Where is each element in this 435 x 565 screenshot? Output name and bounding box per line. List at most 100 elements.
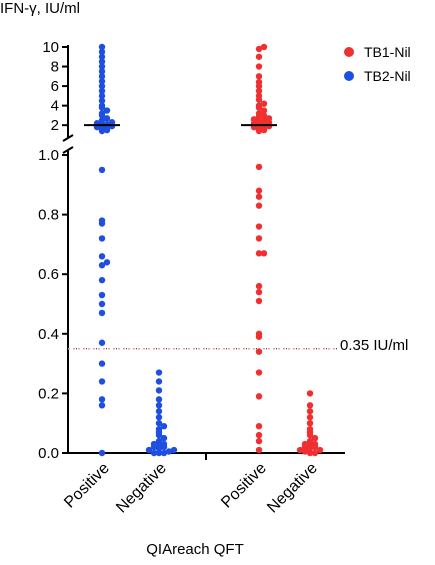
data-point-tb2 (155, 414, 163, 421)
y-tick-label-upper: 4 (51, 98, 59, 115)
data-point-tb1 (255, 330, 263, 337)
data-point-tb2 (160, 449, 168, 457)
y-tick-label-upper: 8 (51, 59, 59, 76)
data-point-tb1 (255, 78, 263, 86)
data-point-tb1 (306, 408, 314, 415)
data-point-tb1 (260, 100, 268, 107)
data-point-tb1 (260, 43, 268, 51)
data-point-tb1 (255, 288, 263, 296)
data-point-tb1 (265, 115, 273, 122)
data-point-tb1 (260, 250, 268, 257)
data-point-tb1 (306, 402, 314, 409)
data-point-tb1 (255, 92, 263, 100)
x-tick-label-negative: Negative (264, 460, 321, 517)
data-point-tb2 (150, 440, 158, 448)
data-point-tb2 (98, 97, 106, 104)
data-point-tb2 (98, 253, 106, 260)
data-point-tb2 (160, 434, 168, 442)
legend-marker-tb2 (344, 71, 354, 81)
data-point-tb2 (98, 300, 106, 308)
data-point-tb2 (155, 369, 163, 376)
data-point-tb2 (98, 92, 106, 100)
data-point-tb1 (255, 45, 263, 53)
data-point-tb2 (98, 360, 106, 367)
data-point-tb1 (255, 118, 263, 125)
threshold-label: 0.35 IU/ml (340, 337, 409, 354)
data-point-tb2 (98, 396, 106, 403)
data-point-tb2 (155, 437, 163, 445)
legend-item-tb2: TB2-Nil (344, 64, 411, 88)
x-tick-label-positive: Positive (218, 460, 270, 512)
data-point-tb1 (255, 223, 263, 230)
data-point-tb2 (98, 82, 106, 90)
data-point-tb1 (260, 117, 268, 124)
data-point-tb2 (160, 422, 168, 430)
y-axis-label: IFN-γ, IU/ml (0, 0, 80, 17)
data-point-tb1 (255, 437, 263, 445)
y-tick-label-lower: 1.0 (38, 147, 59, 164)
data-point-tb2 (160, 440, 168, 448)
data-point-tb2 (155, 449, 163, 457)
data-point-tb2 (165, 448, 173, 455)
data-point-tb1 (255, 53, 263, 60)
data-point-tb1 (306, 420, 314, 427)
data-point-tb2 (155, 408, 163, 415)
y-tick-label-lower: 0.4 (38, 326, 59, 343)
data-point-tb1 (250, 116, 258, 123)
data-point-tb2 (98, 276, 106, 284)
data-point-tb2 (98, 309, 106, 317)
data-point-tb1 (296, 446, 304, 454)
data-point-tb1 (255, 282, 263, 290)
data-point-tb1 (255, 422, 263, 430)
data-point-tb2 (103, 107, 111, 114)
data-point-tb2 (98, 63, 106, 70)
data-point-tb1 (301, 440, 309, 448)
data-point-tb2 (98, 402, 106, 409)
data-point-tb1 (255, 235, 263, 242)
data-point-tb2 (150, 449, 158, 457)
y-tick-label-upper: 6 (51, 78, 59, 95)
data-point-tb2 (155, 402, 163, 409)
data-point-tb2 (98, 43, 106, 51)
data-point-tb1 (255, 393, 263, 400)
data-point-tb2 (98, 217, 106, 224)
data-point-tb1 (306, 442, 314, 449)
x-tick-label-negative: Negative (113, 460, 170, 517)
data-point-tb2 (155, 420, 163, 427)
data-point-tb1 (311, 434, 319, 442)
y-tick-label-upper: 2 (51, 117, 59, 134)
data-point-tb1 (255, 431, 263, 439)
data-point-tb2 (98, 262, 106, 269)
data-point-tb2 (155, 396, 163, 403)
data-point-tb1 (260, 107, 268, 114)
legend-label-tb2: TB2-Nil (364, 68, 411, 84)
data-point-tb2 (98, 378, 106, 385)
data-point-tb1 (306, 437, 314, 445)
data-point-tb2 (103, 259, 111, 266)
data-point-tb2 (98, 68, 106, 75)
data-point-tb2 (98, 339, 106, 346)
x-axis-title: QIAreach QFT (146, 541, 244, 558)
data-point-tb1 (311, 449, 319, 457)
data-point-tb1 (255, 187, 263, 194)
data-point-tb2 (98, 449, 106, 457)
data-point-tb2 (98, 166, 106, 174)
data-point-tb2 (98, 110, 106, 117)
data-point-tb1 (255, 348, 263, 355)
data-point-tb1 (306, 425, 314, 433)
data-point-tb1 (255, 250, 263, 257)
data-point-tb1 (306, 449, 314, 457)
data-point-tb2 (98, 78, 106, 85)
data-point-tb2 (98, 102, 106, 109)
data-point-tb2 (145, 446, 153, 454)
data-point-tb1 (316, 446, 324, 454)
data-point-tb2 (98, 48, 106, 56)
data-point-tb2 (155, 387, 163, 394)
data-point-tb1 (255, 369, 263, 376)
data-point-tb1 (255, 193, 263, 200)
data-point-tb2 (98, 53, 106, 60)
y-tick-label-lower: 0.2 (38, 385, 59, 402)
data-point-tb1 (260, 112, 268, 119)
data-point-tb1 (255, 63, 263, 70)
